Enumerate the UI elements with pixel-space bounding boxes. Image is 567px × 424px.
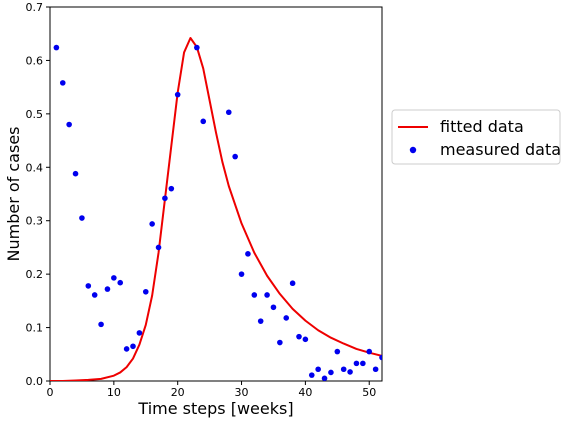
x-tick-label: 10 bbox=[107, 386, 121, 399]
measured-data-point bbox=[296, 334, 302, 340]
plot-area: 0 10 20 30 40 50 0.0 0.1 0.2 0.3 0.4 0.5 0.6 0.7 bbox=[26, 1, 385, 399]
measured-data-point bbox=[143, 289, 149, 295]
measured-data-point bbox=[290, 280, 296, 286]
measured-data-point bbox=[347, 369, 353, 375]
measured-data-point bbox=[264, 292, 270, 298]
measured-data-point bbox=[360, 361, 366, 367]
measured-data-point bbox=[366, 349, 372, 355]
measured-data-point bbox=[137, 330, 143, 336]
legend-measured-swatch bbox=[410, 147, 416, 153]
legend: fitted data measured data bbox=[392, 110, 561, 164]
measured-data-point bbox=[156, 245, 162, 251]
fitted-data-line bbox=[50, 38, 382, 381]
legend-measured-label: measured data bbox=[440, 140, 561, 159]
measured-data-point bbox=[117, 280, 123, 286]
measured-data-point bbox=[258, 318, 264, 324]
x-axis-ticks: 0 10 20 30 40 50 bbox=[47, 381, 377, 399]
y-axis-label: Number of cases bbox=[4, 127, 23, 262]
measured-data-point bbox=[373, 366, 379, 372]
x-tick-label: 20 bbox=[171, 386, 185, 399]
y-tick-label: 0.0 bbox=[26, 375, 44, 388]
measured-data-point bbox=[239, 271, 245, 277]
measured-data-point bbox=[105, 286, 111, 292]
measured-data-point bbox=[328, 370, 334, 376]
measured-data-point bbox=[245, 251, 251, 257]
y-tick-label: 0.6 bbox=[26, 54, 44, 67]
y-axis-ticks: 0.0 0.1 0.2 0.3 0.4 0.5 0.6 0.7 bbox=[26, 1, 51, 388]
measured-data-point bbox=[315, 366, 321, 372]
x-tick-label: 0 bbox=[47, 386, 54, 399]
y-tick-label: 0.1 bbox=[26, 322, 44, 335]
measured-data-point bbox=[283, 315, 289, 321]
y-tick-label: 0.4 bbox=[26, 161, 44, 174]
x-tick-label: 30 bbox=[235, 386, 249, 399]
measured-data-point bbox=[175, 92, 181, 98]
measured-data-point bbox=[169, 186, 175, 192]
measured-data-point bbox=[130, 343, 136, 349]
y-tick-label: 0.7 bbox=[26, 1, 44, 14]
y-tick-label: 0.5 bbox=[26, 108, 44, 121]
measured-data-point bbox=[379, 355, 385, 361]
measured-data-point bbox=[73, 171, 79, 177]
measured-data-point bbox=[232, 154, 238, 160]
measured-data-point bbox=[124, 346, 130, 352]
measured-data-point bbox=[271, 304, 277, 310]
measured-data-point bbox=[303, 337, 309, 343]
measured-data-point bbox=[322, 376, 328, 382]
x-tick-label: 40 bbox=[298, 386, 312, 399]
measured-data-point bbox=[277, 340, 283, 346]
measured-data-point bbox=[111, 275, 117, 281]
measured-data-point bbox=[335, 349, 341, 355]
measured-data-point bbox=[194, 45, 200, 51]
measured-data-point bbox=[309, 372, 315, 378]
x-tick-label: 50 bbox=[362, 386, 376, 399]
measured-data-point bbox=[200, 119, 206, 125]
y-tick-label: 0.3 bbox=[26, 215, 44, 228]
legend-fitted-label: fitted data bbox=[440, 117, 524, 136]
measured-data-point bbox=[66, 122, 72, 128]
series-layer bbox=[50, 38, 385, 381]
measured-data-point bbox=[92, 292, 98, 298]
measured-data-point bbox=[79, 215, 85, 221]
measured-data-point bbox=[54, 45, 60, 51]
measured-data-point bbox=[252, 292, 258, 298]
measured-data-point bbox=[60, 80, 66, 86]
measured-data-point bbox=[86, 283, 92, 289]
measured-data-point bbox=[98, 322, 104, 328]
x-axis-label: Time steps [weeks] bbox=[137, 399, 293, 418]
measured-data-point bbox=[354, 361, 360, 367]
measured-data-point bbox=[341, 366, 347, 372]
measured-data-point bbox=[149, 221, 155, 227]
measured-data-point bbox=[226, 109, 232, 115]
y-tick-label: 0.2 bbox=[26, 268, 44, 281]
measured-data-point bbox=[162, 195, 168, 201]
